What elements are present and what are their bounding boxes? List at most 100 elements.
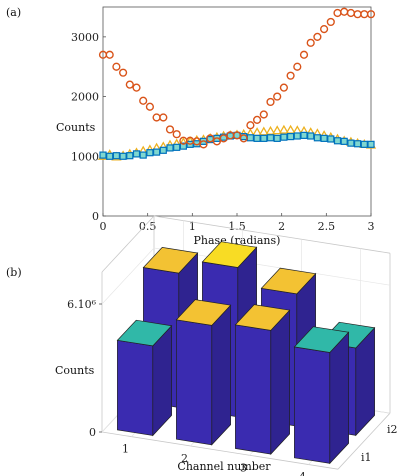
y-tick-label: 2000 <box>71 91 99 104</box>
data-point-circle <box>253 115 262 124</box>
x-tick-label: 2 <box>278 220 285 233</box>
bars <box>116 241 376 465</box>
data-point-circle <box>320 24 329 34</box>
data-point-square <box>347 139 355 147</box>
data-point-circle <box>112 62 121 71</box>
data-point-square <box>320 134 328 142</box>
data-point-circle <box>172 130 181 139</box>
y-tick-label: i1 <box>361 451 372 464</box>
y-tick-label: 3000 <box>71 31 99 44</box>
data-point-circle <box>279 83 289 92</box>
data-point-circle <box>239 134 248 143</box>
data-point-square <box>153 148 161 156</box>
y-tick-label: 0 <box>92 210 99 223</box>
data-point-square <box>99 151 107 159</box>
data-point-square <box>280 133 288 141</box>
data-point-square <box>132 150 141 158</box>
x-axis-label: Channel number <box>177 460 271 473</box>
x-tick-label: 3 <box>240 461 247 474</box>
scatter-panel: (a) 0 0.5 1 1.5 2 2.5 3 0 1000 2000 3000 Phase (r… <box>6 6 377 247</box>
bar-side-shade <box>152 325 172 436</box>
bar-top-face <box>175 299 232 326</box>
data-point-circle <box>366 10 376 19</box>
data-point-circle <box>313 32 322 41</box>
y-axis-label: Counts <box>56 121 96 134</box>
axis-line <box>337 412 391 470</box>
x-tick-label: 0 <box>100 220 107 233</box>
data-point-square <box>173 143 181 151</box>
data-point-square <box>360 140 368 148</box>
data-point-square <box>354 140 362 148</box>
data-point-circle <box>293 62 302 71</box>
bar-top-face <box>201 241 258 268</box>
data-point-triangle <box>272 125 283 135</box>
bar-side-shade <box>211 305 231 445</box>
data-point-circle <box>259 110 268 119</box>
x-tick-label: 3 <box>368 220 375 233</box>
data-point-square <box>333 137 342 145</box>
data-point-square <box>287 132 295 141</box>
data-point-circle <box>306 38 315 47</box>
bar-front-face <box>235 324 272 455</box>
data-point-circle <box>159 113 168 122</box>
data-point-square <box>260 134 268 142</box>
data-point-square <box>293 132 301 140</box>
data-point-circle <box>232 131 242 140</box>
x-tick-label: 1 <box>122 443 129 456</box>
data-point-square <box>266 134 275 142</box>
axis-line <box>101 215 155 273</box>
x-ticks: 0 0.5 1 1.5 2 2.5 3 <box>100 213 375 233</box>
data-point-circle <box>326 17 335 27</box>
data-point-square <box>112 152 121 160</box>
axis-line <box>101 431 339 470</box>
data-point-circle <box>286 71 295 80</box>
data-point-square <box>106 152 114 160</box>
bar-side-shade <box>270 310 290 455</box>
x-tick-label: 2 <box>181 452 188 465</box>
bar-front-face <box>117 339 154 436</box>
data-point-circle <box>266 97 275 107</box>
panel-label-b: (b) <box>6 266 22 279</box>
x-tick-label: 4 <box>299 471 306 476</box>
bar-i1-ch1 <box>116 319 173 437</box>
y-tick-label: 1000 <box>71 150 99 163</box>
data-point-circle <box>125 80 134 89</box>
x-tick-label: 0.5 <box>139 220 157 233</box>
data-point-square <box>119 152 127 160</box>
data-point-circle <box>105 50 114 59</box>
data-point-circle <box>219 134 228 143</box>
plot-frame <box>102 6 372 217</box>
bar-i1-ch2 <box>175 299 232 446</box>
z-tick-label: 0 <box>89 426 96 439</box>
data-point-square <box>253 134 261 142</box>
bar-top-face <box>293 326 350 353</box>
bar3d-panel: (b) 1 2 3 4 i1 i2 0 6.10⁶ Channel number Counts <box>6 215 398 476</box>
data-point-circle <box>152 113 161 122</box>
data-point-circle <box>333 8 342 18</box>
data-point-square <box>146 149 154 157</box>
data-point-square <box>126 152 134 160</box>
bar-front-face <box>176 319 213 446</box>
data-point-square <box>246 134 254 142</box>
data-point-square <box>273 134 281 142</box>
data-point-circle <box>132 83 141 92</box>
data-point-circle <box>340 7 349 16</box>
data-point-circle <box>353 10 362 19</box>
data-points <box>97 7 377 161</box>
x-tick-label: 1.5 <box>228 220 246 233</box>
data-point-square <box>179 142 187 150</box>
data-point-circle <box>199 140 208 149</box>
y-tick-label: i2 <box>387 423 398 436</box>
bar-top-face <box>260 267 317 295</box>
data-point-circle <box>206 134 215 143</box>
data-point-circle <box>145 102 155 111</box>
data-point-square <box>340 137 348 145</box>
data-point-square <box>327 135 335 143</box>
bar-i1-ch3 <box>234 304 291 455</box>
z-tick-label: 6.10⁶ <box>67 298 96 311</box>
data-point-circle <box>299 50 309 59</box>
z-axis-label: Counts <box>55 364 95 377</box>
data-point-square <box>313 134 321 142</box>
data-point-square <box>367 140 375 148</box>
